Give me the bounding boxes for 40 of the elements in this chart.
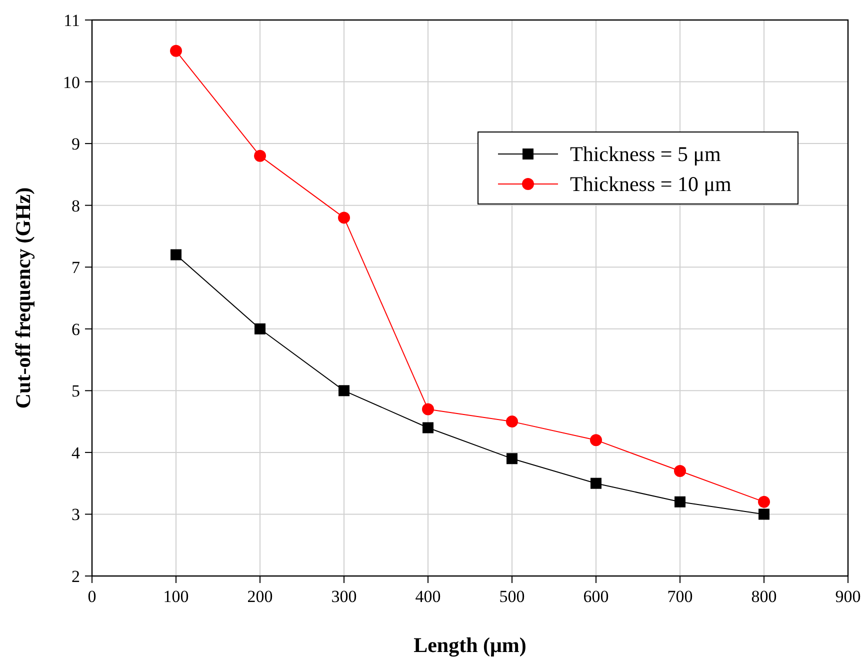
point — [338, 385, 350, 396]
point — [506, 453, 518, 464]
x-tick-label: 100 — [163, 587, 189, 606]
x-axis-title: Length (μm) — [414, 633, 526, 657]
y-tick-label: 11 — [64, 11, 80, 30]
point — [338, 212, 350, 224]
x-tick-label: 0 — [88, 587, 96, 606]
y-tick-label: 10 — [63, 72, 80, 92]
y-tick-label: 9 — [72, 134, 80, 154]
y-tick-label: 8 — [72, 196, 80, 216]
y-tick-label: 5 — [72, 382, 80, 401]
x-tick-label: 500 — [499, 587, 525, 606]
y-axis-title: Cut-off frequency (GHz) — [11, 187, 35, 409]
point — [170, 44, 182, 57]
legend-label: Thickness = 10 μm — [570, 172, 732, 196]
point — [674, 496, 686, 508]
y-tick-label: 3 — [72, 505, 80, 524]
x-tick-label: 400 — [415, 587, 441, 606]
point — [590, 434, 602, 446]
x-tick-label: 900 — [835, 587, 861, 606]
point — [422, 403, 434, 416]
y-tick-label: 7 — [72, 258, 80, 278]
x-tick-label: 200 — [247, 587, 273, 606]
point — [506, 416, 518, 428]
point — [758, 496, 770, 508]
y-tick-label: 2 — [72, 567, 80, 586]
point — [590, 478, 602, 489]
x-tick-label: 800 — [751, 587, 777, 606]
point — [422, 422, 434, 434]
point — [758, 508, 770, 520]
x-tick-label: 700 — [667, 587, 693, 606]
x-tick-label: 300 — [331, 587, 357, 606]
x-tick-label: 600 — [583, 587, 609, 606]
y-tick-label: 6 — [72, 320, 80, 339]
point — [674, 464, 686, 477]
y-tick-label: 4 — [72, 443, 80, 462]
legend-label: Thickness = 5 μm — [570, 142, 721, 166]
point — [254, 150, 266, 162]
point — [254, 323, 266, 334]
point — [170, 249, 182, 260]
